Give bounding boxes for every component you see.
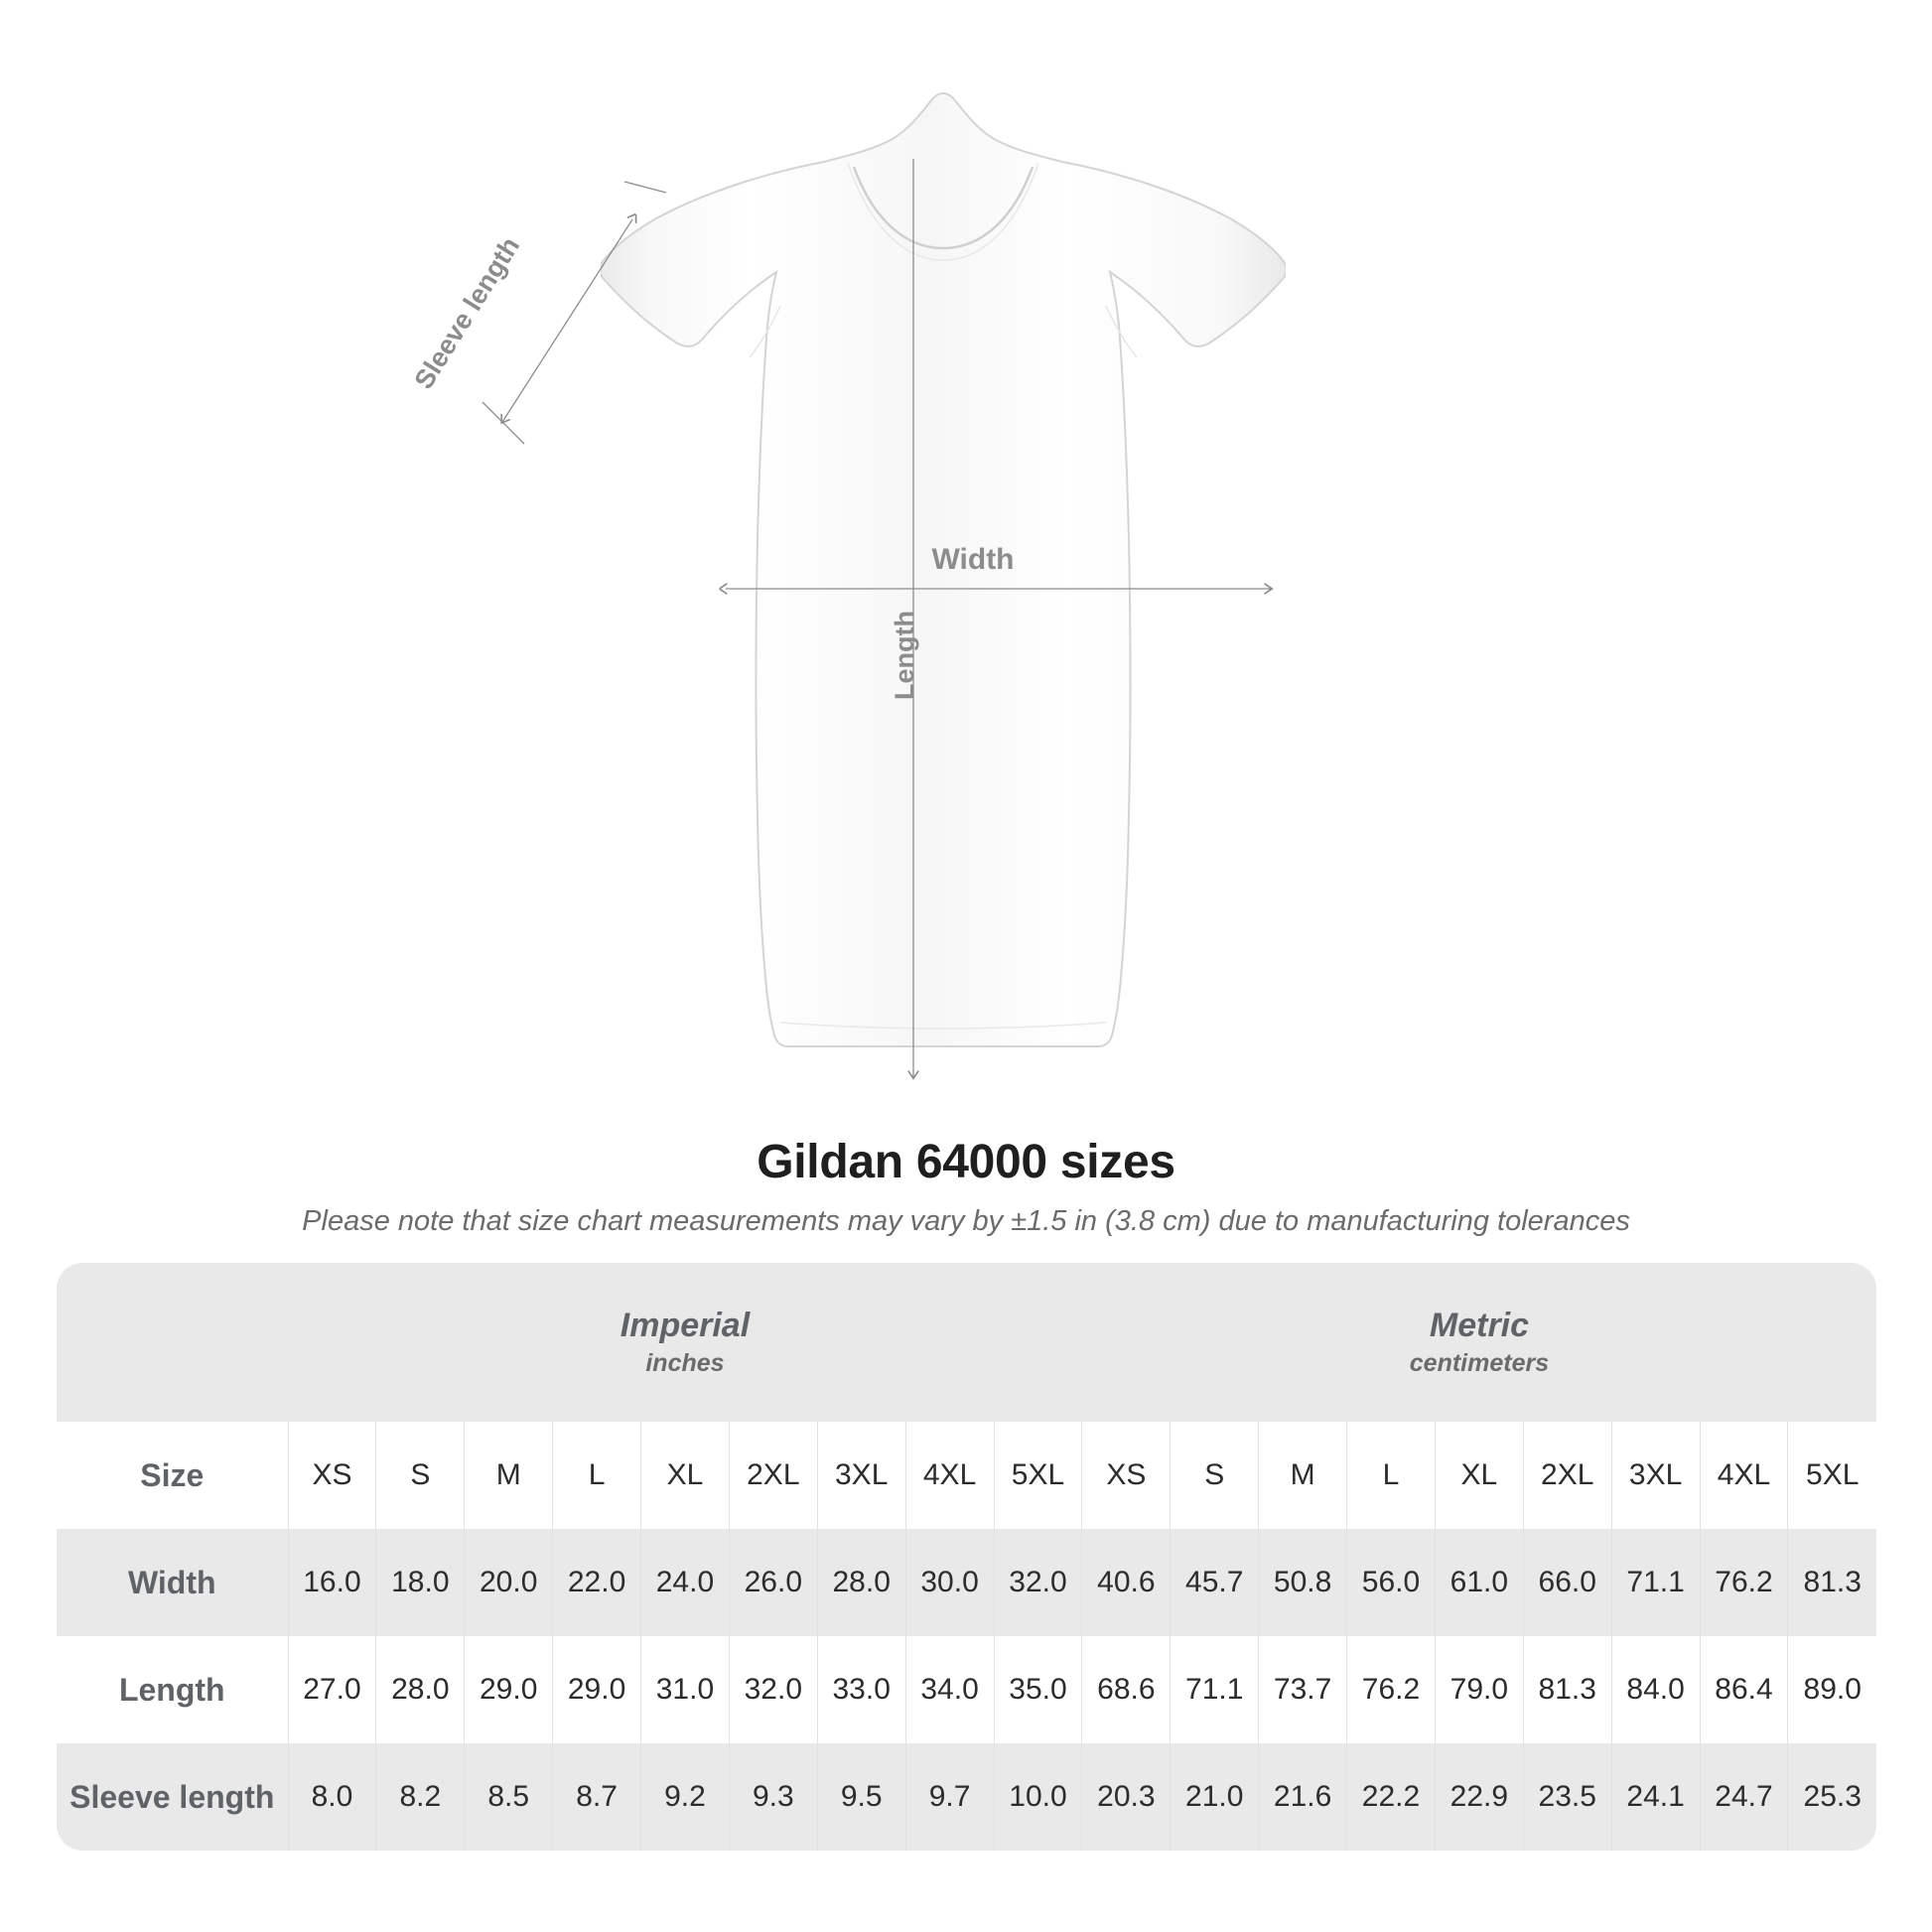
svg-text:Length: Length: [890, 611, 919, 700]
svg-text:Sleeve length: Sleeve length: [409, 231, 526, 394]
svg-text:Width: Width: [931, 543, 1014, 576]
